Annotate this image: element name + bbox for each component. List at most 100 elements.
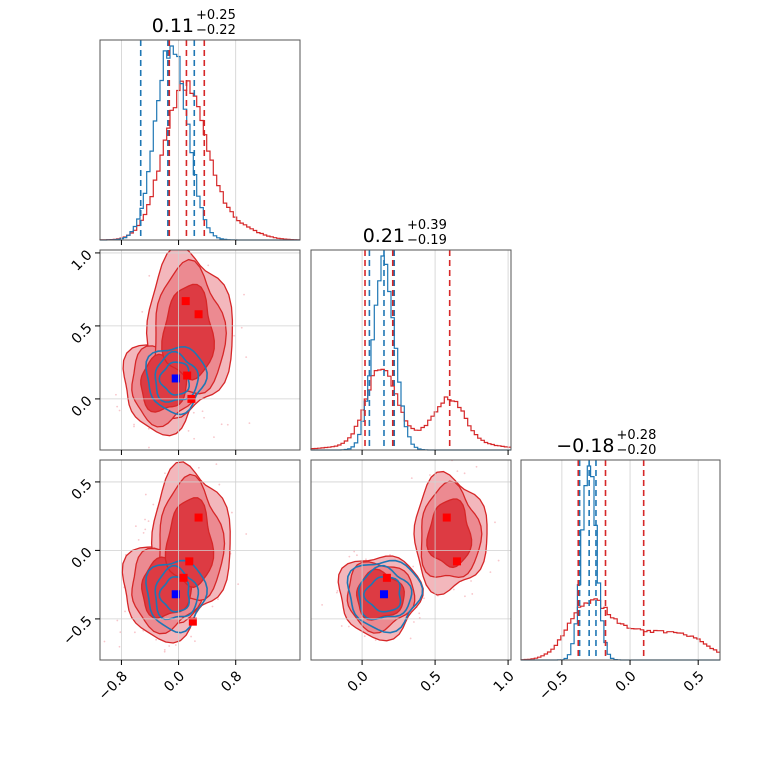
scatter-point xyxy=(103,640,106,643)
scatter-point xyxy=(144,518,146,521)
scatter-point xyxy=(494,521,496,524)
scatter-point xyxy=(118,409,121,412)
scatter-point xyxy=(207,264,210,267)
contour-b-level xyxy=(161,283,215,381)
marker-a xyxy=(171,590,180,599)
y-tick-label: 0.5 xyxy=(69,320,96,347)
title-plus-2: +0.28 xyxy=(617,428,657,443)
scatter-point xyxy=(305,594,307,596)
scatter-point xyxy=(340,625,343,627)
contour-fills xyxy=(103,187,500,718)
scatter-point xyxy=(194,640,196,643)
scatter-point xyxy=(353,550,356,553)
contour-a-level xyxy=(145,345,208,416)
marker-b xyxy=(185,557,194,566)
histogram-b-1 xyxy=(310,368,511,450)
marker-a xyxy=(379,590,388,599)
contour-a-level xyxy=(357,564,413,621)
scatter-point xyxy=(116,619,119,622)
contour-group-0-1 xyxy=(115,187,251,449)
scatter-point xyxy=(348,555,351,558)
panel-frame xyxy=(99,39,301,241)
title-value-1: 0.21 xyxy=(363,225,405,247)
scatter-point xyxy=(231,511,233,514)
x-tick-label: 0.5 xyxy=(681,668,708,695)
histogram-a-2 xyxy=(521,465,720,661)
scatter-point xyxy=(418,612,421,615)
histogram-b-2 xyxy=(520,598,720,661)
scatter-point xyxy=(220,423,223,426)
marker-b xyxy=(188,617,197,626)
scatter-point xyxy=(356,554,358,557)
panel-frame xyxy=(310,459,512,661)
x-tick-label: 0.8 xyxy=(218,668,245,695)
scatter-point xyxy=(410,477,413,480)
x-tick-label: 0.0 xyxy=(161,668,188,695)
scatter-point xyxy=(237,583,240,586)
scatter-point xyxy=(115,393,117,396)
scatter-point xyxy=(365,558,367,561)
scatter-point xyxy=(193,437,196,440)
panel-frame xyxy=(310,249,512,451)
title-plus-0: +0.25 xyxy=(196,8,236,23)
scatter-point xyxy=(456,470,459,473)
marker-a xyxy=(171,374,180,383)
scatter-point xyxy=(190,635,192,638)
scatter-point xyxy=(203,416,205,419)
x-tick-label: −0.5 xyxy=(536,668,571,703)
scatter-point xyxy=(245,356,248,359)
title-value-0: 0.11 xyxy=(152,15,194,37)
scatter-point xyxy=(463,472,466,475)
y-tick-label: 0.0 xyxy=(69,545,96,572)
scatter-point xyxy=(144,528,147,531)
scatter-point xyxy=(217,598,219,601)
title-minus-0: −0.22 xyxy=(196,23,236,38)
marker-b xyxy=(452,557,461,566)
scatter-point xyxy=(243,293,245,296)
scatter-point xyxy=(239,243,241,245)
scatter-point xyxy=(141,310,144,313)
scatter-point xyxy=(226,423,229,426)
scatter-point xyxy=(423,597,425,600)
scatter-point xyxy=(174,644,177,646)
scatter-point xyxy=(168,645,171,647)
scatter-point xyxy=(418,617,421,619)
scatter-point xyxy=(452,588,455,591)
scatter-point xyxy=(245,533,248,535)
scatter-point xyxy=(347,625,350,628)
scatter-point xyxy=(136,716,138,718)
scatter-point xyxy=(211,605,214,608)
scatter-point xyxy=(248,422,251,424)
scatter-point xyxy=(147,520,150,523)
scatter-point xyxy=(227,187,229,189)
scatter-point xyxy=(470,580,472,582)
scatter-point xyxy=(148,446,150,449)
x-tick-label: 0.0 xyxy=(345,668,372,695)
histogram-a-0 xyxy=(100,45,300,241)
scatter-point xyxy=(163,648,166,651)
scatter-point xyxy=(240,326,243,329)
x-tick-label: 0.5 xyxy=(418,668,445,695)
x-tick-label: 0.0 xyxy=(613,668,640,695)
scatter-point xyxy=(163,650,166,653)
scatter-point xyxy=(119,631,122,634)
scatter-point xyxy=(206,441,208,443)
scatter-point xyxy=(147,427,150,430)
x-tick-label: −0.8 xyxy=(96,668,131,703)
scatter-point xyxy=(363,635,366,638)
scatter-point xyxy=(475,465,478,468)
scatter-point xyxy=(471,593,474,595)
scatter-point xyxy=(118,645,121,648)
title-plus-1: +0.39 xyxy=(407,218,447,233)
scatter-point xyxy=(464,595,466,598)
scatter-point xyxy=(184,683,186,685)
title-value-2: −0.18 xyxy=(556,435,614,457)
panel-frame xyxy=(99,459,301,661)
scatter-point xyxy=(197,466,200,469)
scatter-point xyxy=(213,436,215,439)
panel-frame xyxy=(99,249,301,451)
scatter-point xyxy=(192,411,195,414)
marker-b xyxy=(194,310,203,319)
y-tick-label: −0.5 xyxy=(60,613,95,648)
